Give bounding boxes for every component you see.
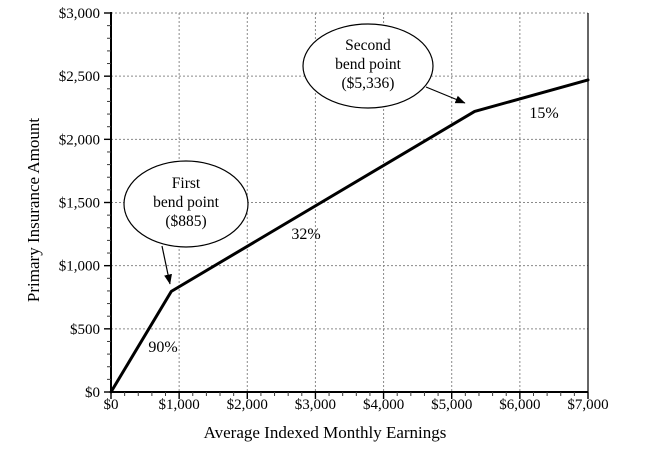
ticks-group (104, 12, 589, 399)
x-tick-label: $2,000 (227, 397, 268, 413)
y-tick-label: $2,000 (59, 132, 100, 148)
callout-ellipse (123, 160, 249, 248)
callout-text-line: Second (345, 37, 391, 54)
y-tick-label: $1,000 (59, 259, 100, 275)
y-tick-label: $500 (70, 322, 100, 338)
callout-text-line: First (172, 175, 201, 192)
segment-rate-labels-group: 90% 32% 15% (148, 105, 558, 356)
x-tick-label: $5,000 (431, 397, 472, 413)
x-tick-label: $4,000 (363, 397, 404, 413)
x-tick-label: $1,000 (159, 397, 200, 413)
first-bend-point-callout: First bend point ($885) (123, 160, 249, 285)
y-axis-title: Primary Insurance Amount (24, 118, 43, 302)
callout-ellipse (302, 23, 434, 109)
y-tick-label: $0 (85, 385, 100, 401)
y-tick-label: $3,000 (59, 6, 100, 22)
x-tick-label: $3,000 (295, 397, 336, 413)
segment-rate-label: 15% (529, 105, 558, 122)
callout-arrow (425, 86, 466, 104)
second-bend-point-callout: Second bend point ($5,336) (302, 23, 466, 109)
y-tick-label: $1,500 (59, 196, 100, 212)
callout-text-line: ($885) (165, 213, 206, 230)
bend-point-callouts-group: First bend point ($885) Second bend point ($5… (123, 23, 466, 285)
callout-arrow (161, 245, 172, 285)
x-tick-label: $6,000 (499, 397, 540, 413)
tick-labels-group: $0 $1,000 $2,000 $3,000 $4,000 $5,000 $6,000 $7… (59, 6, 609, 413)
x-tick-label: $7,000 (567, 397, 608, 413)
segment-rate-label: 90% (148, 339, 177, 356)
callout-text-line: bend point (335, 56, 402, 73)
callout-text-line: ($5,336) (342, 75, 395, 92)
pia-formula-line (109, 78, 590, 394)
x-axis-title: Average Indexed Monthly Earnings (204, 423, 447, 442)
x-tick-label: $0 (104, 397, 119, 413)
y-tick-label: $2,500 (59, 69, 100, 85)
segment-rate-label: 32% (291, 226, 320, 243)
callout-text-line: bend point (153, 194, 220, 211)
